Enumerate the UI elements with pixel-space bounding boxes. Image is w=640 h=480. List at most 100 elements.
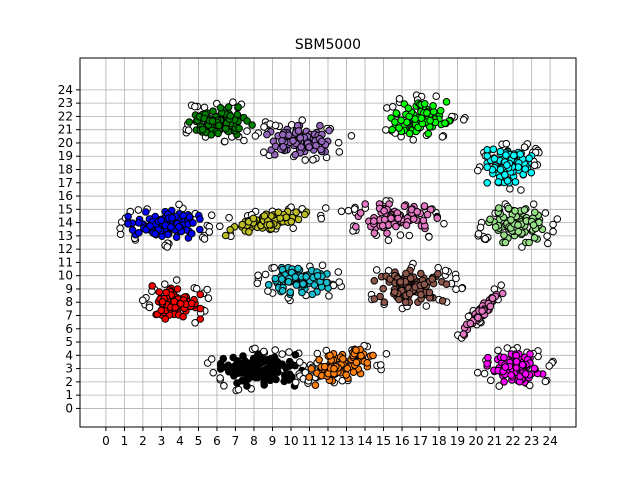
- cluster-point: [226, 112, 235, 120]
- noise-point: [291, 378, 300, 387]
- cluster-point: [292, 208, 300, 216]
- cluster-point: [514, 221, 522, 229]
- cluster-point: [500, 353, 508, 362]
- cluster-point: [491, 223, 500, 231]
- cluster-point: [216, 104, 225, 112]
- cluster-point: [248, 121, 256, 129]
- cluster-point: [215, 121, 223, 130]
- cluster-point: [388, 125, 396, 134]
- cluster-point: [284, 278, 293, 286]
- noise-point: [372, 266, 381, 274]
- x-tick-label: 15: [376, 434, 391, 448]
- noise-point: [318, 261, 327, 270]
- cluster-point: [299, 280, 307, 288]
- noise-point: [459, 116, 468, 124]
- cluster-point: [214, 129, 222, 138]
- noise-point: [225, 213, 233, 222]
- cluster-point: [507, 371, 516, 379]
- cluster-point: [504, 204, 513, 213]
- cluster-point: [267, 356, 275, 364]
- noise-point: [271, 346, 280, 354]
- cluster-point: [507, 216, 515, 224]
- cluster-point: [527, 168, 536, 177]
- cluster-point: [433, 214, 442, 222]
- y-tick-label: 19: [58, 149, 73, 163]
- cluster-point: [436, 106, 445, 115]
- cluster-point: [179, 312, 187, 321]
- cluster-point: [434, 270, 442, 278]
- cluster-point: [426, 116, 434, 125]
- y-tick-label: 23: [58, 96, 73, 110]
- noise-point: [251, 132, 260, 140]
- cluster-point: [289, 137, 297, 145]
- cluster-point: [301, 210, 309, 219]
- cluster-point: [170, 297, 178, 306]
- noise-point: [334, 268, 343, 276]
- noise-point: [497, 281, 506, 290]
- cluster-point: [326, 351, 334, 360]
- cluster-point: [406, 274, 415, 283]
- noise-point: [376, 361, 385, 369]
- cluster-point: [279, 143, 288, 151]
- y-tick-label: 20: [58, 136, 73, 150]
- cluster-point: [249, 354, 258, 363]
- cluster-point: [124, 220, 132, 228]
- cluster-point: [378, 221, 387, 230]
- noise-point: [440, 219, 448, 228]
- cluster-point: [222, 124, 230, 133]
- cluster-point: [466, 319, 475, 328]
- noise-point: [464, 312, 473, 321]
- cluster-point: [263, 367, 271, 376]
- cluster-point: [352, 358, 361, 367]
- cluster-point: [503, 161, 511, 169]
- cluster-point: [396, 278, 405, 286]
- cluster-point: [330, 364, 338, 373]
- cluster-point: [278, 275, 286, 283]
- noise-point: [337, 207, 346, 216]
- noise-point: [317, 214, 326, 223]
- cluster-point: [511, 207, 519, 215]
- cluster-point: [179, 211, 187, 220]
- cluster-point: [349, 368, 358, 377]
- cluster-point: [413, 208, 422, 216]
- noise-point: [405, 231, 414, 240]
- noise-point: [494, 346, 502, 355]
- cluster-point: [530, 234, 539, 242]
- y-tick-label: 15: [58, 202, 73, 216]
- noise-point: [271, 121, 280, 130]
- cluster-point: [317, 145, 325, 154]
- cluster-point: [511, 178, 520, 186]
- y-tick-label: 0: [65, 401, 73, 415]
- noise-point: [481, 235, 490, 243]
- noise-point: [301, 156, 310, 164]
- x-tick-label: 1: [121, 434, 129, 448]
- cluster-point: [196, 315, 205, 323]
- cluster-point: [135, 229, 143, 237]
- cluster-point: [185, 213, 194, 221]
- cluster-point: [357, 351, 365, 360]
- cluster-point: [356, 209, 365, 217]
- noise-point: [502, 139, 511, 148]
- noise-point: [229, 98, 237, 106]
- cluster-point: [495, 204, 503, 212]
- cluster-point: [442, 280, 451, 289]
- cluster-point: [392, 109, 401, 117]
- cluster-point: [339, 355, 347, 363]
- noise-point: [261, 270, 270, 279]
- y-tick-label: 4: [65, 348, 73, 362]
- noise-point: [549, 227, 557, 236]
- y-tick-label: 16: [58, 189, 73, 203]
- noise-point: [204, 294, 213, 303]
- cluster-point: [405, 129, 414, 138]
- cluster-point: [207, 131, 216, 139]
- cluster-point: [442, 98, 451, 106]
- noise-point: [296, 358, 304, 366]
- x-tick-label: 14: [357, 434, 372, 448]
- cluster-point: [531, 208, 539, 217]
- cluster-point: [501, 238, 510, 247]
- cluster-point: [370, 295, 379, 303]
- noise-point: [175, 200, 183, 209]
- cluster-point: [157, 306, 165, 315]
- noise-point: [520, 143, 529, 151]
